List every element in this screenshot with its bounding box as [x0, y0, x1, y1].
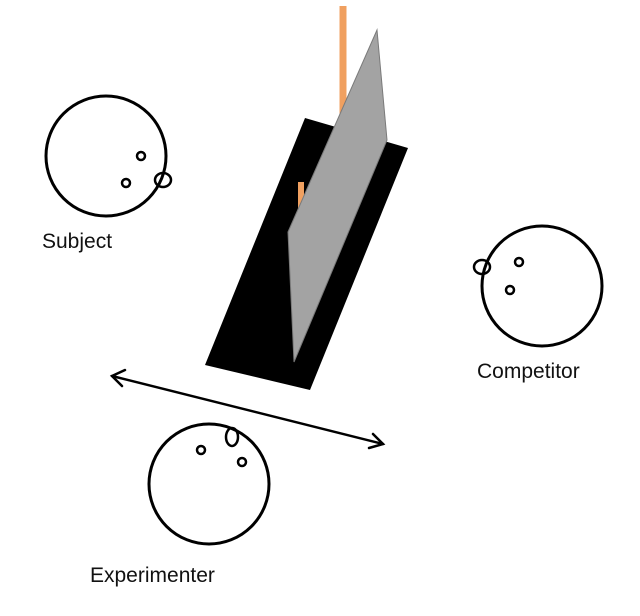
label-subject: Subject [42, 230, 112, 253]
subject-eye-bottom [120, 177, 132, 189]
subject-head [44, 94, 173, 218]
experimenter-nose [224, 426, 240, 448]
double-headed-arrow [109, 368, 386, 450]
arrow-head-left [109, 368, 127, 388]
competitor-eye-top [513, 256, 525, 268]
label-competitor: Competitor [477, 360, 580, 383]
experimenter-eye-right [236, 456, 248, 468]
experimenter-eye-left [195, 444, 207, 456]
subject-eye-top [135, 150, 147, 162]
grey-screen [287, 28, 388, 363]
competitor-eye-bottom [504, 284, 516, 296]
competitor-head [472, 224, 604, 348]
experimenter-head [147, 422, 271, 546]
arrow-head-right [367, 432, 386, 450]
competitor-nose [472, 258, 492, 276]
subject-nose [153, 171, 173, 189]
label-experimenter: Experimenter [90, 564, 215, 587]
